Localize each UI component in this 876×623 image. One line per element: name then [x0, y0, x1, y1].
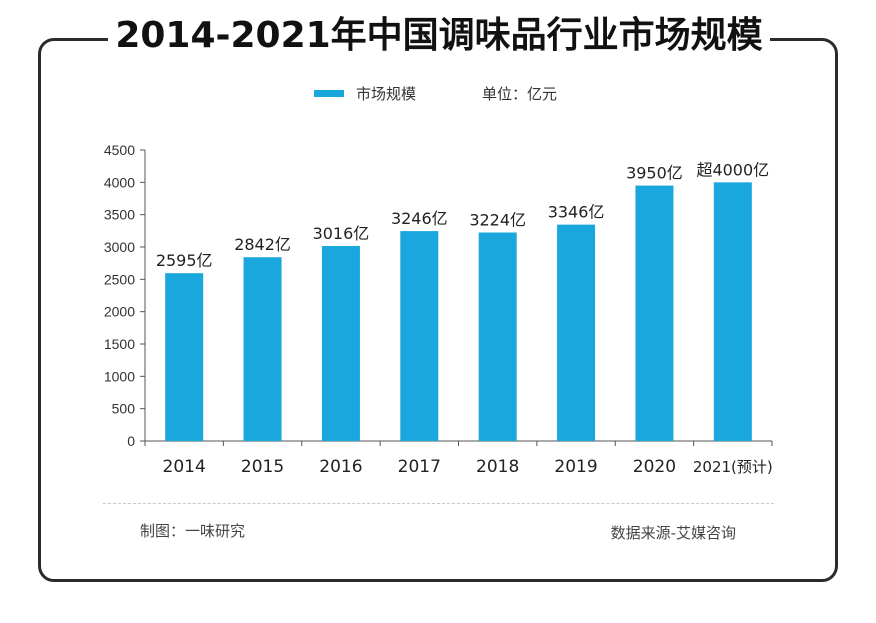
footer-divider: [103, 503, 774, 504]
bar-2015: [243, 257, 282, 441]
y-tick-label: 2000: [104, 304, 135, 320]
data-label: 3224亿: [469, 211, 526, 230]
x-tick-label: 2019: [554, 457, 597, 477]
title-background: [108, 0, 770, 70]
x-tick-label: 2017: [398, 457, 441, 477]
x-tick-label: 2020: [633, 457, 676, 477]
y-tick-label: 1500: [104, 336, 135, 352]
legend: 市场规模 单位：亿元: [314, 83, 557, 103]
data-label: 2842亿: [234, 235, 291, 254]
data-label: 3346亿: [548, 203, 605, 222]
data-label: 超4000亿: [696, 160, 769, 179]
x-tick-label: 2014: [163, 457, 206, 477]
legend-label: 市场规模: [356, 84, 417, 103]
bar-2014: [165, 273, 204, 441]
y-tick-label: 0: [127, 433, 135, 449]
bar-2021(预计): [713, 182, 752, 442]
y-tick-label: 2500: [104, 271, 135, 287]
footer-maker: 制图：一味研究: [140, 522, 246, 540]
footer-source: 数据来源-艾媒咨询: [610, 524, 736, 542]
data-label: 3246亿: [391, 209, 448, 228]
y-tick-label: 4000: [104, 174, 135, 190]
data-label: 3016亿: [313, 224, 370, 243]
chart-title: 2014-2021年中国调味品行业市场规模: [115, 15, 763, 56]
data-label: 2595亿: [156, 251, 213, 270]
y-tick-label: 1000: [104, 368, 135, 384]
bar-2017: [400, 231, 439, 441]
y-tick-label: 4500: [104, 142, 135, 158]
bar-2019: [557, 224, 596, 441]
x-tick-label: 2015: [241, 457, 284, 477]
x-tick-label: 2016: [319, 457, 362, 477]
bar-2016: [321, 245, 360, 441]
legend-swatch: [314, 89, 344, 97]
y-tick-label: 500: [112, 401, 136, 417]
data-label: 3950亿: [626, 164, 683, 183]
unit-label: 单位：亿元: [482, 84, 558, 103]
bar-2018: [478, 232, 517, 441]
bar-2020: [635, 185, 674, 441]
y-tick-label: 3500: [104, 207, 135, 223]
x-tick-label: 2018: [476, 457, 519, 477]
y-tick-label: 3000: [104, 239, 135, 255]
x-tick-label: 2021(预计): [693, 458, 773, 476]
